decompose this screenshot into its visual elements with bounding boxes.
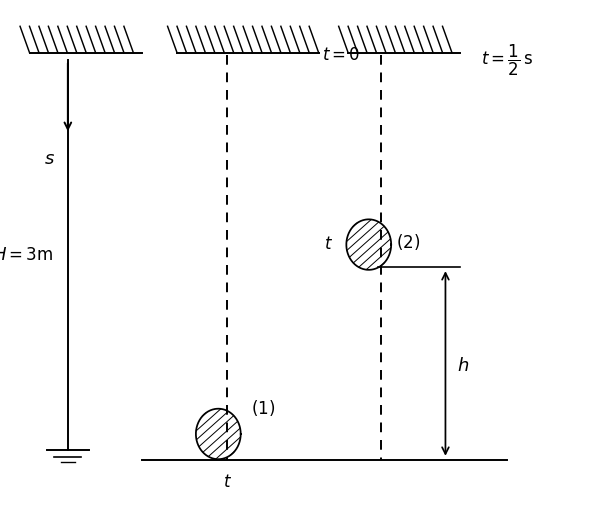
Text: $h$: $h$ [457, 357, 470, 375]
Text: $t = 0$: $t = 0$ [322, 47, 360, 64]
Text: $H = 3\mathrm{m}$: $H = 3\mathrm{m}$ [0, 247, 53, 264]
Text: $t$: $t$ [222, 474, 232, 491]
Text: $t$: $t$ [324, 236, 333, 253]
Text: $(1)$: $(1)$ [251, 398, 275, 418]
Text: $t = \dfrac{1}{2}\,\mathrm{s}$: $t = \dfrac{1}{2}\,\mathrm{s}$ [481, 43, 533, 78]
Text: $s$: $s$ [44, 150, 55, 168]
Text: $(2)$: $(2)$ [396, 232, 421, 252]
